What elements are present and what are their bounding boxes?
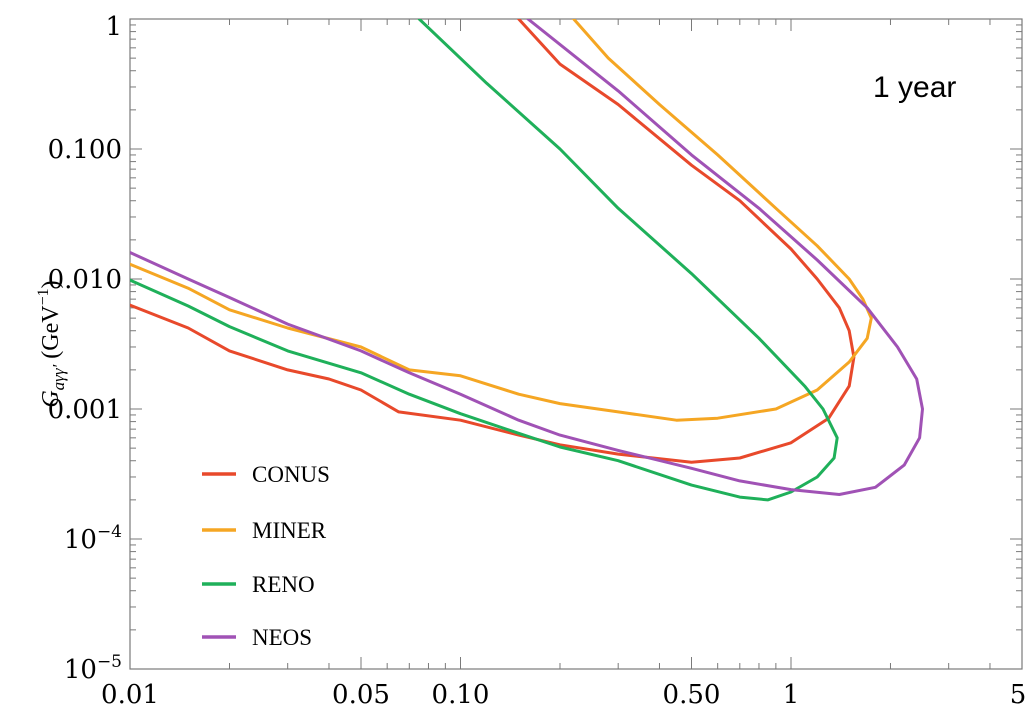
y-tick-label: 0.100 (48, 135, 122, 165)
x-tick-label: 0.50 (663, 680, 721, 710)
legend-label: MINER (252, 518, 327, 543)
y-axis-label: Gaγγ′ (GeV−1) (35, 280, 68, 407)
legend-item-miner: MINER (202, 518, 327, 543)
x-tick-label: 0.10 (432, 680, 490, 710)
legend-label: RENO (252, 572, 315, 597)
x-tick-label: 0.05 (332, 680, 390, 710)
major-ticks (129, 18, 1023, 670)
series-line-neos (130, 19, 924, 496)
legend-item-reno: RENO (202, 572, 315, 597)
x-tick-labels: 0.01 0.05 0.10 0.50 1 5 (101, 680, 1026, 710)
legend-label: CONUS (252, 462, 330, 487)
y-tick-label: 10−5 (64, 652, 122, 685)
x-tick-label: 1 (783, 680, 800, 710)
y-tick-label: 1 (105, 12, 122, 42)
duration-annotation: 1 year (873, 71, 956, 104)
series-line-conus (130, 19, 856, 464)
legend: CONUS MINER RENO NEOS (202, 462, 330, 650)
series-lines (130, 19, 924, 502)
series-line-reno (130, 19, 839, 502)
minor-ticks (130, 19, 1022, 669)
legend-label: NEOS (252, 625, 312, 650)
x-tick-label: 5 (1010, 680, 1027, 710)
y-tick-label: 0.010 (48, 265, 122, 295)
y-tick-labels: 1 0.100 0.010 0.001 10−4 10−5 (48, 12, 122, 685)
legend-item-conus: CONUS (202, 462, 330, 487)
plot-frame (129, 18, 1023, 670)
series-line-miner (130, 19, 873, 422)
y-tick-label: 10−4 (64, 522, 122, 555)
legend-item-neos: NEOS (202, 625, 312, 650)
y-tick-label: 0.001 (48, 395, 122, 425)
x-tick-label: 0.01 (101, 680, 159, 710)
